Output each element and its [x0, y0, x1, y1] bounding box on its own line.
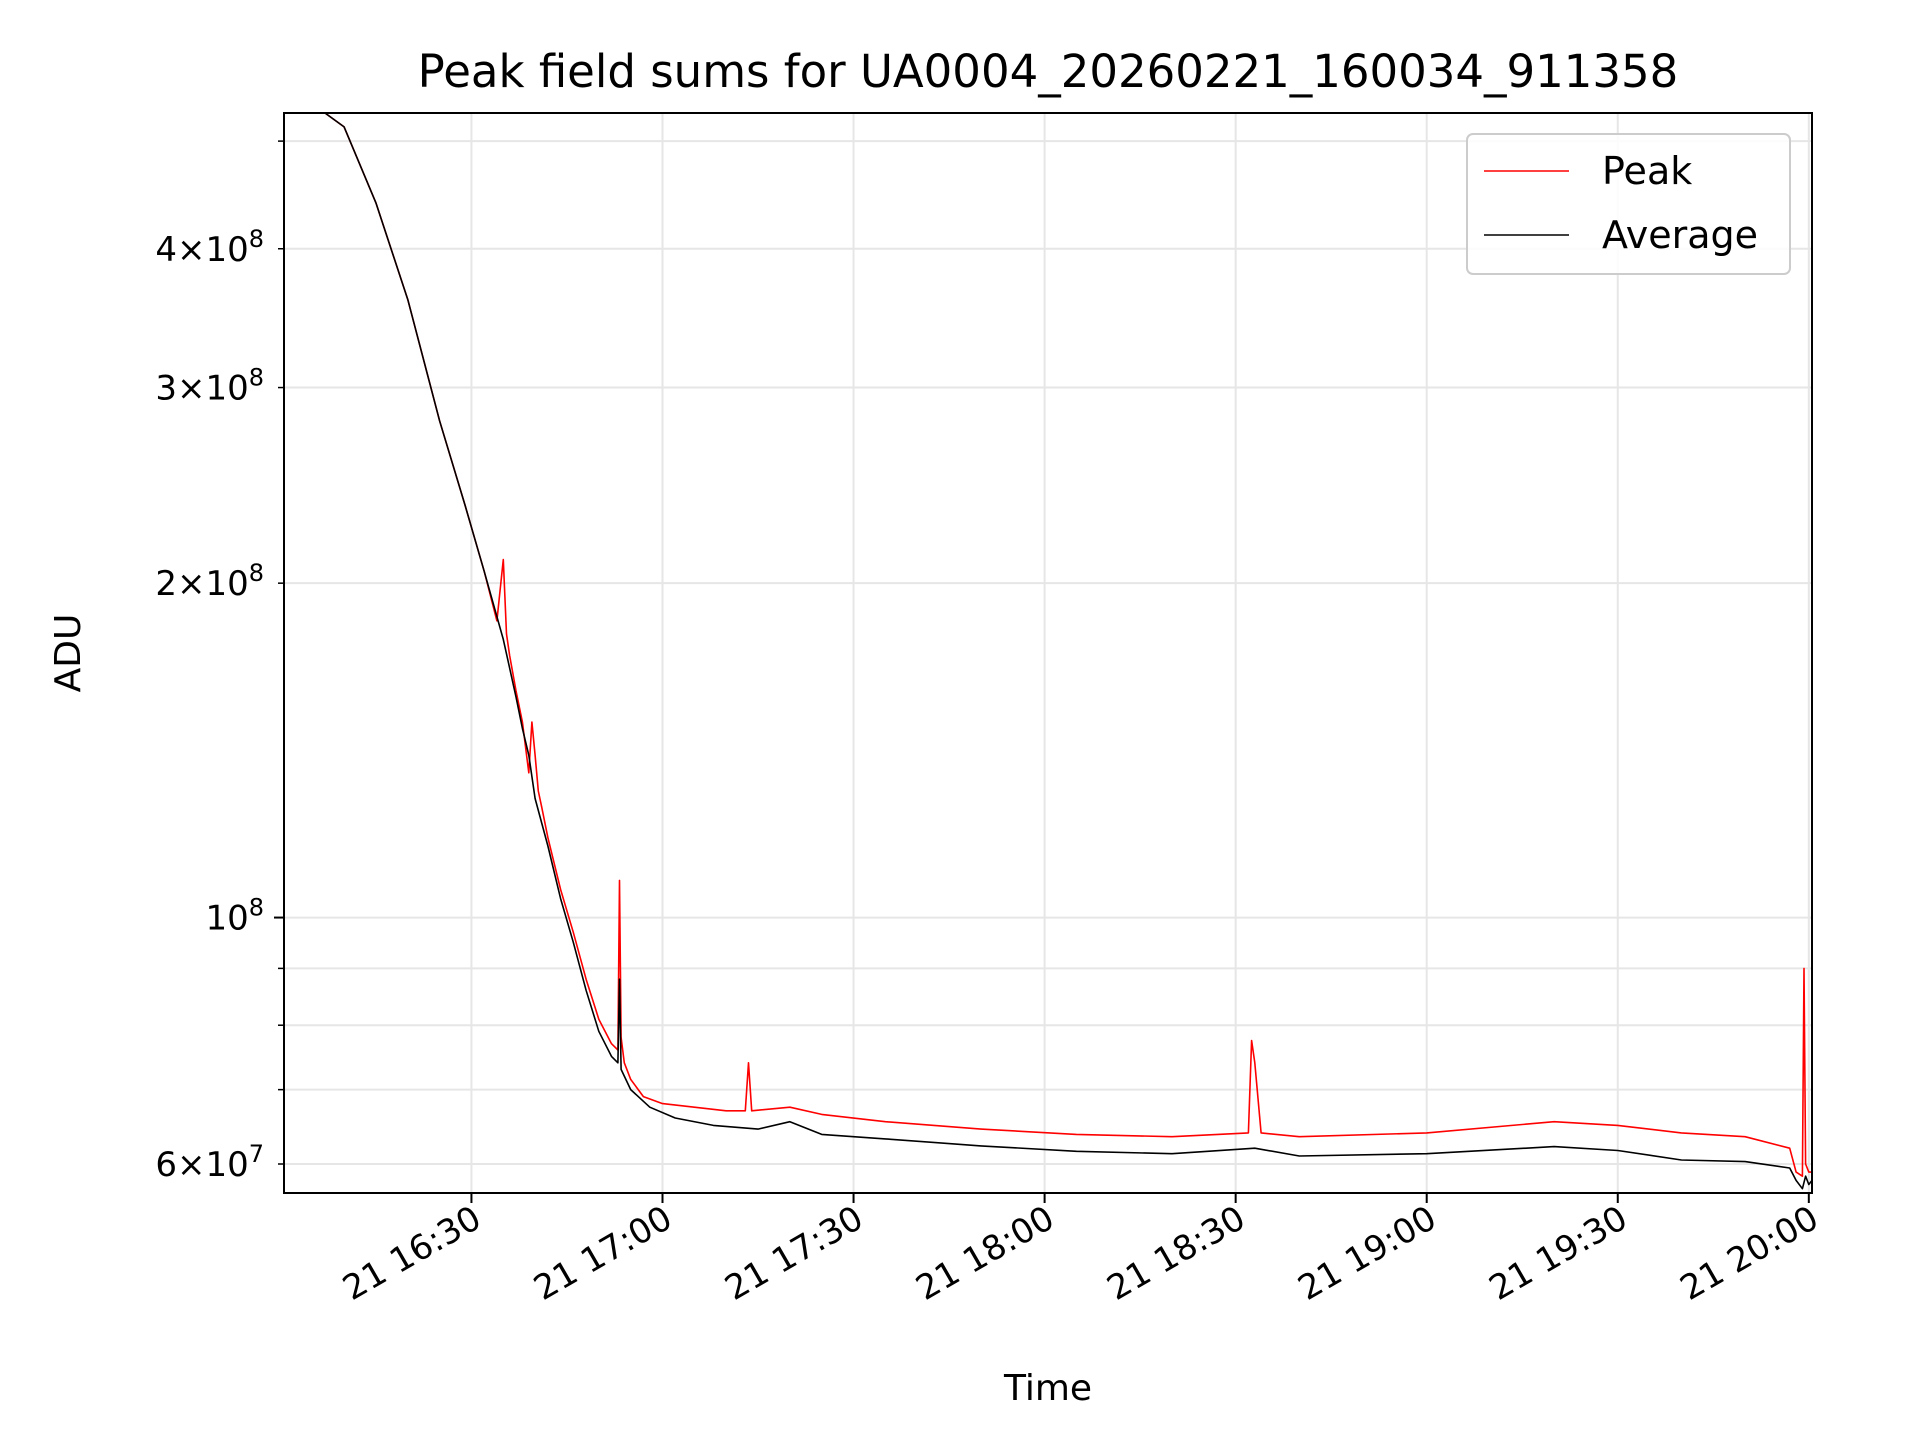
y-tick-labels: 108 6×107 2×108 3×108 4×108	[155, 225, 264, 1185]
chart-title: Peak field sums for UA0004_20260221_1600…	[418, 45, 1679, 98]
plot-area-frame	[283, 112, 1813, 1194]
legend-label-average: Average	[1602, 213, 1758, 257]
y-tick-label: 3×108	[155, 364, 264, 409]
series-layer	[284, 112, 1813, 1190]
legend: Peak Average	[1466, 133, 1791, 275]
y-tick-label: 108	[205, 894, 264, 939]
grid	[284, 113, 1812, 1193]
legend-box	[1466, 133, 1791, 275]
series-line-average	[284, 112, 1813, 1190]
y-tick-label: 6×107	[155, 1140, 264, 1185]
legend-label-peak: Peak	[1602, 149, 1692, 193]
x-axis-label: Time	[1003, 1368, 1092, 1409]
series-line-peak	[284, 112, 1812, 1177]
y-tick-label: 2×108	[155, 559, 264, 604]
y-axis-label: ADU	[48, 614, 89, 693]
y-tick-label: 4×108	[155, 225, 264, 270]
axis-ticks	[274, 140, 1810, 1203]
